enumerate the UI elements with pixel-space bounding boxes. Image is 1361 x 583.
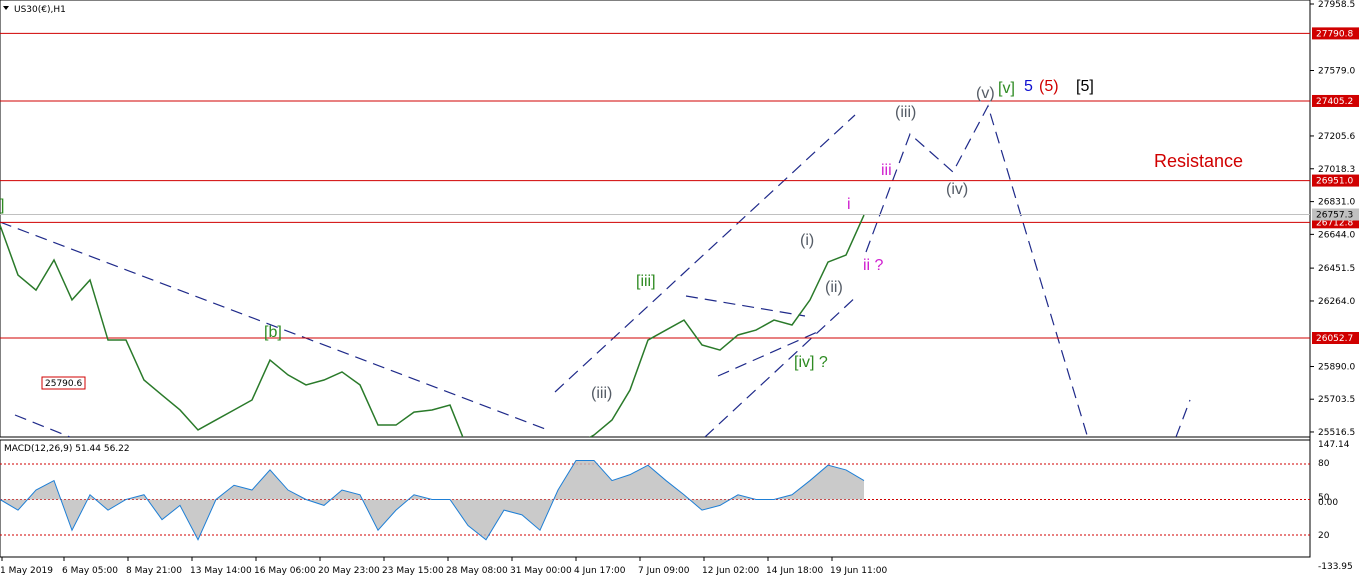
wave-label: iii: [881, 162, 892, 179]
price-label: 26831.0: [1318, 198, 1355, 208]
macd-axis-label: 80: [1318, 459, 1330, 469]
price-series: [0, 214, 865, 437]
current-label: 26757.3: [1316, 211, 1353, 221]
price-tag-box: [41, 376, 86, 390]
level-label: 26951.0: [1316, 177, 1353, 187]
macd-label: MACD(12,26,9) 51.44 56.22: [4, 444, 130, 454]
time-label: 16 May 06:00: [254, 566, 316, 576]
price-label: 25516.5: [1318, 428, 1355, 438]
wave-label: [5]: [1076, 78, 1094, 95]
price-label: 27579.0: [1318, 67, 1355, 77]
price-tag: 25790.6: [45, 379, 82, 389]
wave-label: ]: [0, 197, 4, 214]
wave-label: (iii): [591, 385, 612, 402]
time-label: 31 May 00:00: [510, 566, 572, 576]
level-label: 26712.8: [1316, 218, 1353, 228]
time-label: 6 May 05:00: [62, 566, 118, 576]
wave-label: (i): [800, 232, 814, 249]
wave-label: (5): [1039, 78, 1059, 95]
time-label: 19 Jun 11:00: [830, 566, 887, 576]
price-label: 26451.5: [1318, 264, 1355, 274]
triangle-line: [685, 295, 806, 317]
wave-label: (v): [976, 85, 995, 102]
time-label: 23 May 15:00: [382, 566, 444, 576]
annotations: [0, 104, 1191, 437]
macd-line: [0, 459, 865, 541]
level-label: 27790.8: [1316, 29, 1353, 39]
price-label: 25703.5: [1318, 395, 1355, 405]
wave-label: (iv): [946, 181, 968, 198]
wave-label: [iv] ?: [794, 354, 828, 371]
time-label: 20 May 23:00: [318, 566, 380, 576]
channel-line: [554, 114, 856, 393]
price-label: 25890.0: [1318, 363, 1355, 373]
macd-histogram: [0, 460, 864, 540]
level-tag: [1312, 94, 1359, 107]
macd-axis-label: -133.95: [1318, 562, 1353, 572]
price-line: [0, 214, 865, 437]
trend-line: [0, 221, 549, 431]
resistance-label: Resistance: [1154, 151, 1243, 171]
price-label: 26264.0: [1318, 297, 1355, 307]
level-tag: [1312, 331, 1359, 344]
price-label: 26644.0: [1318, 230, 1355, 240]
wave-label: i: [847, 196, 851, 213]
menu-arrow[interactable]: [3, 6, 9, 10]
time-label: 28 May 08:00: [446, 566, 508, 576]
level-label: 27405.2: [1316, 97, 1353, 107]
projection: [1175, 399, 1191, 437]
macd-axis-label: 147.14: [1318, 440, 1350, 450]
price-label: 27958.5: [1318, 0, 1355, 10]
time-label: 13 May 14:00: [190, 566, 252, 576]
wave-label: [b]: [264, 324, 282, 341]
level-label: 26052.7: [1316, 334, 1353, 344]
wave-label: [v]: [998, 80, 1015, 97]
level-tag: [1312, 174, 1359, 187]
channel-line: [704, 294, 859, 437]
current-tag: [1312, 208, 1359, 221]
price-label: 27205.6: [1318, 132, 1355, 142]
trend-line: [14, 414, 71, 437]
wave-label: (ii): [825, 279, 843, 296]
macd-axis-label: 0.00: [1318, 498, 1338, 508]
time-label: 7 Jun 09:00: [638, 566, 690, 576]
time-label: 12 Jun 02:00: [702, 566, 759, 576]
time-label: 14 Jun 18:00: [766, 566, 823, 576]
symbol: US30(€),H1: [14, 5, 66, 15]
wave-label: (iii): [895, 104, 916, 121]
wave-label: [iii]: [636, 273, 656, 290]
price-label: 27018.3: [1318, 165, 1355, 175]
level-tag: [1312, 27, 1359, 40]
projection: [865, 104, 1089, 437]
time-label: 8 May 21:00: [126, 566, 182, 576]
price-panel: [0, 0, 1311, 438]
wave-label: ii ?: [863, 257, 884, 274]
macd-axis-label: 20: [1318, 531, 1330, 541]
time-label: 4 Jun 17:00: [574, 566, 626, 576]
wave-label: 5: [1024, 78, 1033, 95]
macd-axis-label: 50: [1318, 493, 1330, 503]
time-label: 1 May 2019: [0, 566, 53, 576]
